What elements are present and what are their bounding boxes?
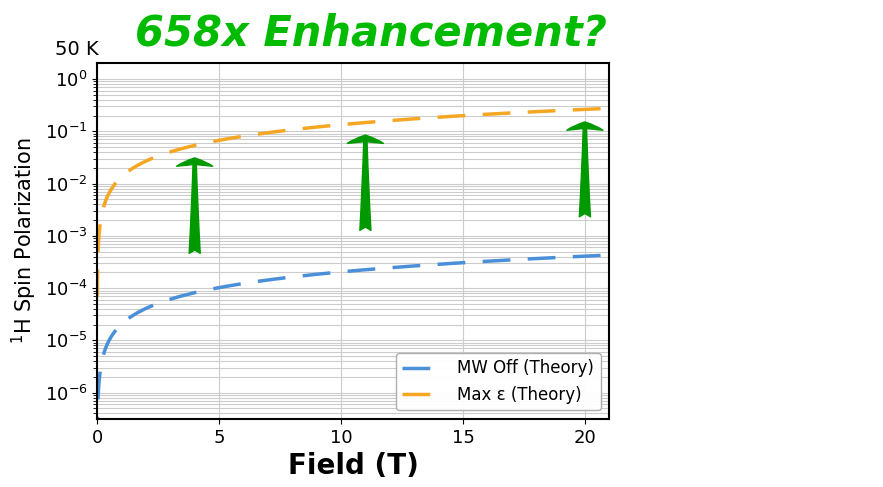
- Max ε (Theory): [150, 154, 161, 160]
- Text: 658x Enhancement?: 658x Enhancement?: [135, 12, 607, 54]
- Y-axis label: $^1$H Spin Polarization: $^1$H Spin Polarization: [10, 138, 39, 344]
- Max ε (Theory): [92, 294, 102, 300]
- Line: MW Off (Theory): MW Off (Theory): [97, 255, 609, 445]
- MW Off (Theory): [181, 292, 192, 298]
- Max ε (Theory): [181, 145, 192, 150]
- Legend: MW Off (Theory), Max ε (Theory): MW Off (Theory), Max ε (Theory): [396, 353, 601, 411]
- Line: Max ε (Theory): Max ε (Theory): [97, 108, 609, 297]
- Max ε (Theory): [604, 105, 615, 111]
- X-axis label: Field (T): Field (T): [288, 452, 419, 480]
- Max ε (Theory): [594, 106, 605, 112]
- Text: 50 K: 50 K: [56, 40, 99, 59]
- MW Off (Theory): [150, 301, 161, 307]
- MW Off (Theory): [539, 255, 549, 261]
- MW Off (Theory): [92, 442, 102, 448]
- MW Off (Theory): [594, 253, 605, 259]
- MW Off (Theory): [288, 274, 298, 280]
- MW Off (Theory): [604, 252, 615, 258]
- Max ε (Theory): [288, 127, 298, 132]
- MW Off (Theory): [311, 271, 321, 277]
- Max ε (Theory): [311, 124, 321, 130]
- Max ε (Theory): [539, 108, 549, 114]
